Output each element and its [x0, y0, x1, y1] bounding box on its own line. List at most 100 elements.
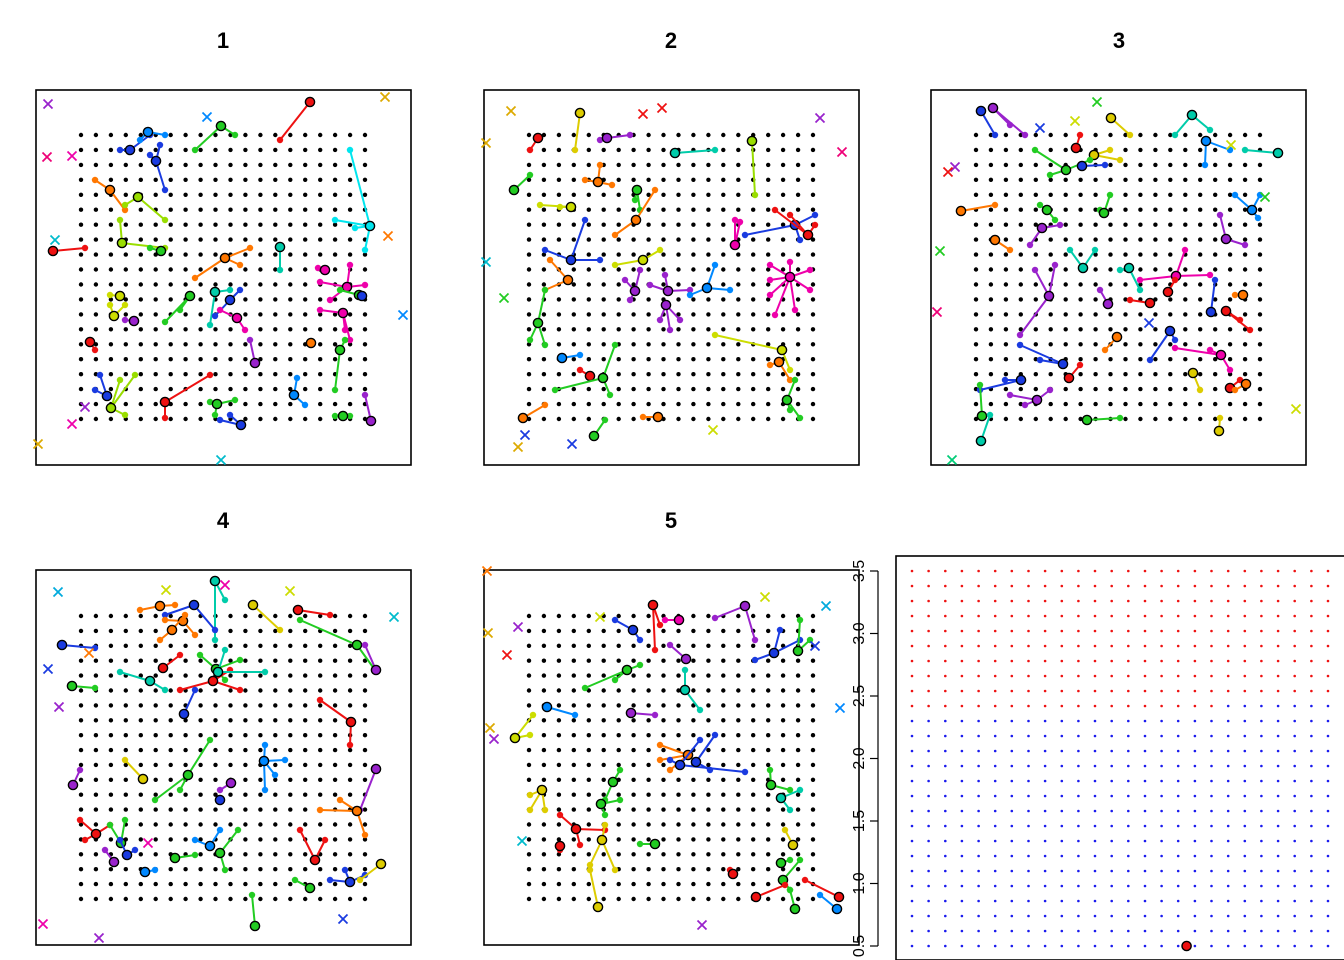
- grid-point: [810, 747, 816, 753]
- cluster-center: [621, 664, 633, 676]
- grid-point: [1153, 267, 1158, 272]
- red-point: [1210, 704, 1213, 708]
- blue-point: [1043, 854, 1047, 858]
- cross-stroke: [379, 91, 391, 103]
- grid-point: [183, 401, 188, 407]
- grid-point: [288, 401, 293, 407]
- grid-point: [1198, 222, 1203, 227]
- grid-point: [318, 747, 323, 753]
- cluster-center: [652, 411, 664, 423]
- grid-point: [586, 747, 591, 753]
- grid-point: [810, 252, 816, 257]
- grid-point: [332, 401, 338, 407]
- red-point: [927, 599, 930, 603]
- grid-point: [586, 881, 591, 887]
- grid-point: [706, 207, 711, 212]
- grid-point: [661, 162, 666, 168]
- cluster-center: [1246, 204, 1258, 216]
- member-point: [1171, 131, 1179, 139]
- grid-point: [1003, 312, 1009, 317]
- grid-point: [795, 852, 801, 857]
- red-point: [1093, 599, 1097, 603]
- blue-point: [927, 914, 930, 918]
- blue-point: [1326, 899, 1330, 903]
- blue-point: [1226, 824, 1230, 828]
- grid-point: [318, 733, 323, 738]
- grid-point: [616, 822, 621, 827]
- grid-point: [1153, 132, 1158, 138]
- grid-point: [213, 222, 218, 227]
- red-point: [1243, 644, 1247, 648]
- member-point: [81, 836, 89, 844]
- blue-point: [1027, 884, 1030, 888]
- grid-point: [347, 777, 353, 782]
- cluster-center: [247, 599, 259, 611]
- grid-point: [273, 733, 278, 738]
- blue-point: [1226, 944, 1230, 948]
- blue-point: [1276, 764, 1280, 768]
- grid-point: [198, 401, 203, 407]
- grid-point: [93, 416, 99, 422]
- member-point: [1236, 316, 1244, 324]
- member-point: [786, 376, 794, 384]
- grid-point: [1227, 132, 1233, 138]
- y-tick-label: 3.5: [851, 560, 868, 582]
- blue-point: [1243, 734, 1247, 738]
- red-point: [1093, 644, 1097, 648]
- grid-point: [661, 762, 666, 768]
- grid-point: [691, 777, 696, 782]
- cross-stroke: [934, 245, 946, 257]
- cluster-link: [789, 276, 796, 311]
- grid-point: [78, 267, 84, 272]
- red-point: [1077, 614, 1080, 618]
- member-point: [1226, 366, 1234, 374]
- grid-point: [1078, 372, 1083, 377]
- grid-point: [303, 703, 308, 708]
- cluster-center: [184, 290, 196, 302]
- grid-point: [243, 386, 248, 392]
- blue-point: [1010, 839, 1014, 843]
- cross-stroke: [480, 137, 492, 149]
- member-point: [541, 401, 549, 409]
- grid-point: [1153, 147, 1158, 153]
- member-point: [206, 398, 214, 406]
- red-point: [977, 614, 980, 618]
- grid-point: [1033, 162, 1039, 168]
- grid-point: [138, 703, 143, 708]
- blue-point: [977, 914, 980, 918]
- cluster: [331, 336, 349, 394]
- grid-point: [138, 386, 143, 392]
- grid-point: [810, 132, 816, 138]
- grid-point: [736, 896, 741, 902]
- grid-point: [228, 267, 233, 272]
- grid-point: [795, 867, 801, 872]
- grid-point: [228, 718, 233, 723]
- grid-point: [631, 777, 636, 782]
- grid-point: [123, 658, 128, 663]
- grid-point: [780, 658, 786, 663]
- grid-point: [228, 386, 233, 392]
- blue-point: [944, 749, 947, 753]
- blue-point: [1260, 764, 1263, 768]
- blue-point: [1127, 734, 1130, 738]
- grid-point: [571, 762, 576, 768]
- grid-point: [766, 896, 771, 902]
- grid-point: [766, 837, 771, 842]
- blue-point: [993, 854, 997, 858]
- grid-point: [78, 222, 84, 227]
- member-point: [636, 636, 644, 644]
- grid-point: [93, 147, 99, 153]
- blue-point: [1293, 899, 1296, 903]
- cluster: [1220, 305, 1254, 334]
- grid-point: [541, 718, 547, 723]
- blue-point: [1110, 779, 1113, 783]
- blue-point: [1326, 749, 1330, 753]
- grid-point: [1078, 386, 1083, 392]
- grid-point: [362, 372, 368, 377]
- member-point: [116, 668, 124, 676]
- grid-point: [1033, 386, 1039, 392]
- grid-point: [228, 822, 233, 827]
- blue-point: [1077, 809, 1080, 813]
- red-point: [1193, 614, 1197, 618]
- grid-point: [795, 162, 801, 168]
